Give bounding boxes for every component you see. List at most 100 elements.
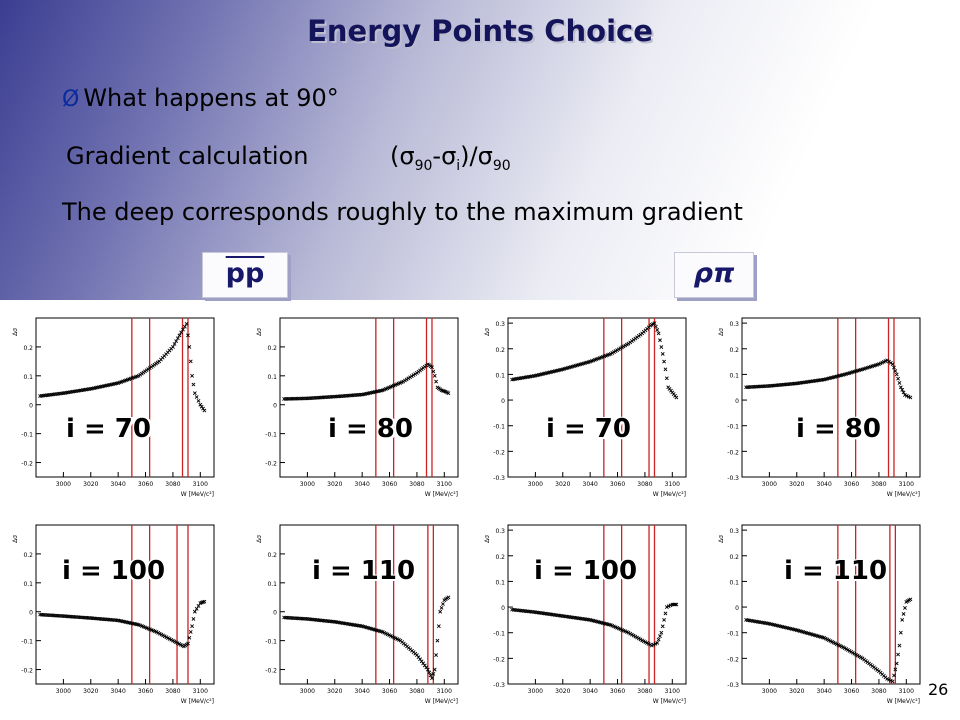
header-background xyxy=(0,0,960,300)
y-tick-label: 0.1 xyxy=(729,372,739,379)
y-axis-label: Δσ xyxy=(12,535,19,543)
y-tick-label: -0.2 xyxy=(727,449,739,456)
plot-frame xyxy=(279,524,459,685)
gradient-formula: (σ90-σi)/σ90 xyxy=(390,142,511,174)
data-point xyxy=(191,382,196,387)
data-point xyxy=(188,359,193,364)
delta-sigma-plot: 0.3 0.2 0.1 0 -0.1 -0.2 -0.3 3000 3020 3040 3060 30… xyxy=(480,515,690,710)
delta-sigma-plot: 0.3 0.2 0.1 0 -0.1 -0.2 -0.3 3000 3020 3040 3060 30… xyxy=(480,308,690,503)
x-tick-label: 3020 xyxy=(555,688,570,695)
y-tick-label: 0.2 xyxy=(267,552,277,559)
y-tick-label: -0.1 xyxy=(493,424,505,431)
y-tick-label: -0.1 xyxy=(727,631,739,638)
data-point xyxy=(660,624,665,629)
data-point xyxy=(892,365,896,370)
data-point xyxy=(194,606,199,611)
data-point xyxy=(900,387,905,392)
data-point xyxy=(674,602,679,607)
y-axis-label: Δσ xyxy=(256,328,263,336)
x-tick-label: 3100 xyxy=(437,688,452,695)
data-point xyxy=(438,609,443,614)
plot-svg: 0.3 0.2 0.1 0 -0.1 -0.2 -0.3 3000 3020 3040 3060 30… xyxy=(718,317,921,498)
x-tick-label: 3100 xyxy=(437,481,452,488)
y-tick-label: 0 xyxy=(735,605,739,612)
x-tick-label: 3020 xyxy=(83,481,98,488)
data-point xyxy=(898,385,903,390)
iteration-label: i = 80 xyxy=(796,414,881,444)
x-tick-label: 3080 xyxy=(409,688,424,695)
delta-sigma-plot: 0.2 0.1 0 -0.1 -0.2 3000 3020 3040 3060 3080 3100 Δ… xyxy=(252,308,462,503)
iteration-label: i = 70 xyxy=(546,414,631,444)
y-tick-label: 0.3 xyxy=(495,528,505,535)
rho-pi-tag: ρπ xyxy=(674,252,754,298)
formula-sub: 90 xyxy=(414,157,433,174)
formula-sub: 90 xyxy=(492,157,511,174)
y-tick-label: 0 xyxy=(501,605,505,612)
y-tick-label: -0.3 xyxy=(493,682,505,689)
x-tick-label: 3000 xyxy=(56,688,71,695)
x-tick-label: 3040 xyxy=(111,481,126,488)
y-tick-label: 0 xyxy=(29,610,33,617)
data-point xyxy=(908,597,913,602)
y-tick-label: 0.1 xyxy=(23,374,33,381)
y-tick-label: 0.2 xyxy=(495,554,505,561)
data-point xyxy=(196,398,201,403)
data-point xyxy=(659,345,664,349)
data-point xyxy=(658,634,662,639)
data-point xyxy=(202,599,207,604)
x-tick-label: 3060 xyxy=(382,688,397,695)
data-point xyxy=(656,331,661,336)
x-axis-label: W [MeV/c²] xyxy=(887,698,920,705)
x-axis-label: W [MeV/c²] xyxy=(653,698,686,705)
x-tick-label: 3060 xyxy=(610,481,625,488)
data-point xyxy=(901,611,906,616)
formula-sub: i xyxy=(456,157,461,174)
iteration-label: i = 110 xyxy=(312,556,416,586)
x-tick-label: 3040 xyxy=(817,688,832,695)
y-tick-label: 0.2 xyxy=(495,347,505,354)
x-tick-label: 3080 xyxy=(871,481,886,488)
data-point xyxy=(674,395,679,400)
data-point xyxy=(897,643,902,648)
data-point xyxy=(653,324,658,329)
y-tick-label: 0.2 xyxy=(729,554,739,561)
x-tick-label: 3060 xyxy=(844,688,859,695)
x-tick-label: 3020 xyxy=(555,481,570,488)
x-tick-label: 3060 xyxy=(138,688,153,695)
pp-tag: pp xyxy=(202,252,288,298)
y-tick-label: -0.1 xyxy=(21,639,33,646)
slide-title: Energy Points Choice xyxy=(307,14,653,48)
data-point xyxy=(664,376,669,381)
x-tick-label: 3020 xyxy=(327,688,342,695)
arrow-bullet-icon: Ø xyxy=(62,87,80,112)
x-tick-label: 3080 xyxy=(637,481,652,488)
x-tick-label: 3060 xyxy=(138,481,153,488)
data-point xyxy=(186,333,190,338)
data-point xyxy=(187,344,192,349)
x-tick-label: 3080 xyxy=(637,688,652,695)
y-tick-label: 0 xyxy=(501,398,505,405)
x-tick-label: 3040 xyxy=(583,688,598,695)
y-axis-label: Δσ xyxy=(484,535,491,543)
delta-sigma-plot: 0.3 0.2 0.1 0 -0.1 -0.2 -0.3 3000 3020 3040 3060 30… xyxy=(714,308,924,503)
y-tick-label: 0.2 xyxy=(23,552,33,559)
data-point xyxy=(196,604,201,608)
x-tick-label: 3040 xyxy=(355,688,370,695)
y-tick-label: -0.3 xyxy=(493,475,505,482)
plot-svg: 0.2 0.1 0 -0.1 -0.2 3000 3020 3040 3060 3080 3100 Δ… xyxy=(256,524,459,705)
formula-part: (σ xyxy=(390,142,415,170)
data-point xyxy=(191,617,196,621)
data-point xyxy=(432,667,437,672)
data-point xyxy=(896,376,901,381)
data-point xyxy=(901,390,906,395)
y-tick-label: 0.3 xyxy=(495,321,505,328)
x-axis-label: W [MeV/c²] xyxy=(887,491,920,498)
data-point xyxy=(903,606,907,610)
data-point xyxy=(446,595,451,600)
data-point xyxy=(182,324,187,329)
y-tick-label: -0.2 xyxy=(21,461,33,468)
y-tick-label: -0.1 xyxy=(727,424,739,431)
iteration-label: i = 70 xyxy=(66,414,151,444)
data-point xyxy=(430,365,434,370)
plot-frame xyxy=(741,317,921,478)
